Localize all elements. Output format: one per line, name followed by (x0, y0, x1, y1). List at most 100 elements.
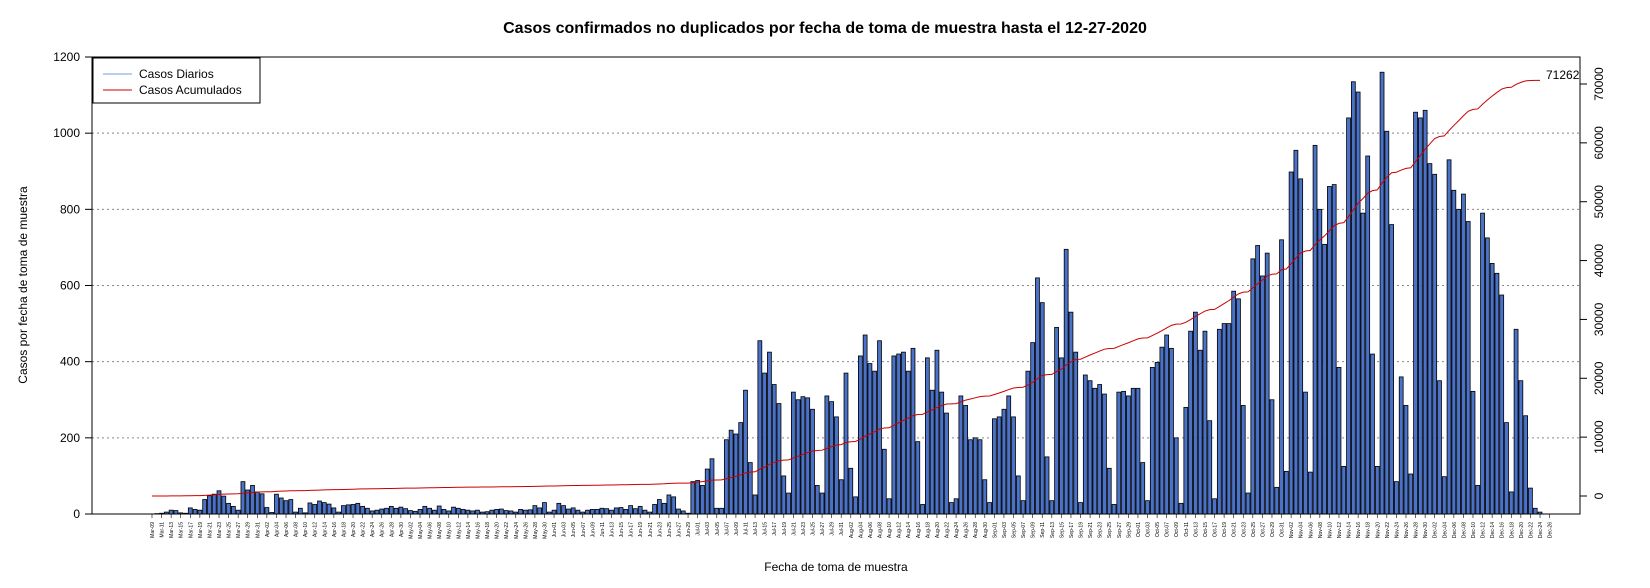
bar (379, 508, 385, 515)
x-tick-label: Nov-04 (1299, 522, 1305, 538)
x-tick-label: Oct-23 (1241, 522, 1247, 537)
bar (1327, 186, 1332, 515)
bar (288, 499, 294, 515)
bar (652, 504, 657, 515)
bar (613, 507, 619, 515)
x-tick-label: Nov-06 (1308, 522, 1314, 538)
bar (1106, 467, 1112, 515)
x-tick-label: Jul-09 (734, 522, 740, 536)
bar (1489, 263, 1495, 515)
bar (321, 502, 327, 515)
bar (408, 510, 413, 515)
x-tick-label: May-20 (495, 522, 501, 539)
bar (862, 334, 868, 515)
bar (494, 509, 499, 515)
bar (556, 502, 562, 515)
bar (331, 507, 337, 515)
bar (384, 507, 389, 515)
bar (618, 507, 624, 515)
bar (1370, 353, 1375, 515)
bar (656, 499, 662, 515)
x-tick-label: Nov-02 (1289, 522, 1295, 538)
bar (982, 479, 988, 515)
bar (460, 509, 466, 515)
bar (1384, 130, 1390, 515)
bar (1111, 504, 1117, 515)
x-tick-label: Dec-04 (1442, 522, 1448, 538)
x-tick-label: Mar-11 (160, 522, 166, 538)
bar (896, 353, 902, 515)
bar (240, 481, 246, 515)
y-axis-label: Casos por fecha de toma de muestra (16, 186, 30, 384)
bar (1293, 149, 1299, 515)
y-tick-label: 0 (73, 507, 80, 521)
x-tick-label: Oct-29 (1270, 522, 1276, 537)
bar (700, 485, 705, 515)
x-tick-label: Dec-26 (1548, 522, 1554, 538)
bar (283, 500, 289, 515)
legend-label-cumulative: Casos Acumulados (139, 83, 242, 97)
bar (858, 355, 863, 515)
bar (1279, 239, 1284, 515)
bar (1159, 346, 1165, 515)
x-tick-label: May-16 (475, 522, 481, 539)
bar (1379, 71, 1385, 515)
bar (1078, 502, 1083, 515)
x-tick-label: Oct-21 (1232, 522, 1238, 537)
bar (1269, 399, 1275, 515)
bar (934, 349, 940, 515)
bar (671, 496, 677, 515)
x-tick-label: Jul-23 (801, 522, 807, 536)
x-tick-label: Nov-08 (1318, 522, 1324, 538)
bar (1441, 476, 1447, 515)
x-tick-label: Dec-24 (1538, 522, 1544, 538)
bar (307, 502, 313, 515)
x-tick-label: May-28 (533, 522, 539, 539)
bar (427, 507, 432, 515)
bar (1197, 349, 1203, 515)
bar (690, 481, 696, 515)
bar (542, 502, 547, 515)
y2-tick-label: 60000 (1592, 126, 1606, 160)
x-tick-label: Mar-13 (169, 522, 175, 538)
bar (925, 357, 930, 515)
x-tick-label: Apr-02 (265, 522, 271, 537)
x-tick-label: Mar-19 (198, 522, 204, 538)
x-tick-label: Apr-28 (389, 522, 395, 537)
x-tick-label: Jun-17 (629, 522, 635, 538)
bar (489, 509, 495, 515)
bar (1283, 470, 1289, 515)
bar (1226, 323, 1232, 515)
bar (1465, 221, 1471, 515)
y-tick-label: 800 (60, 202, 80, 216)
x-tick-label: Nov-16 (1356, 522, 1362, 538)
x-tick-label: Jul-05 (715, 522, 721, 536)
bar (968, 439, 973, 515)
y-tick-label: 1200 (53, 50, 80, 64)
x-tick-label: Jun-01 (552, 522, 558, 538)
bar (728, 429, 734, 515)
bar (1006, 395, 1012, 515)
bar (1140, 462, 1146, 515)
bar (1221, 323, 1227, 515)
bar (1063, 248, 1069, 515)
bar (867, 363, 873, 515)
x-tick-label: Mar-23 (217, 522, 223, 538)
bar (1446, 159, 1452, 515)
bar (1236, 298, 1241, 515)
bar (274, 493, 279, 515)
bar (704, 468, 710, 515)
x-tick-label: Aug-08 (878, 522, 884, 538)
x-tick-label: Mar-31 (255, 522, 261, 538)
bar (1365, 155, 1371, 515)
x-tick-label: Dec-20 (1519, 522, 1525, 538)
x-tick-label: Nov-14 (1347, 522, 1353, 538)
bar (762, 372, 767, 515)
x-tick-label: Aug-20 (935, 522, 941, 538)
bar (1437, 380, 1442, 515)
bar (1135, 387, 1141, 515)
bar (1417, 117, 1423, 515)
x-tick-label: Jul-15 (763, 522, 769, 536)
x-tick-label: Nov-28 (1414, 522, 1420, 538)
y-axis-left: 0 200 400 600 800 1000 1200 (53, 50, 92, 521)
